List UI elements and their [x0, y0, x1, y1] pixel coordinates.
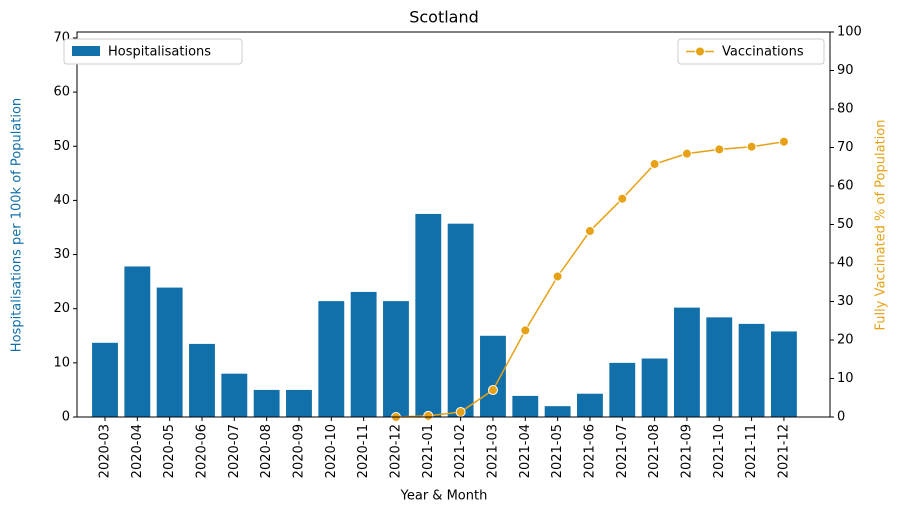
x-tick-label: 2020-03 [98, 424, 113, 478]
legend-label: Hospitalisations [108, 45, 211, 60]
x-tick-label: 2020-05 [162, 424, 177, 478]
bar [253, 389, 280, 417]
y2-tick-label: 0 [837, 410, 845, 425]
bar [770, 331, 797, 417]
legend-box [63, 38, 243, 65]
y2-tick-label: 70 [837, 140, 854, 155]
marker [681, 148, 692, 159]
x-tick-label: 2021-11 [744, 424, 759, 478]
y-tick-label: 20 [53, 301, 70, 316]
marker [423, 410, 434, 421]
x-tick-label: 2021-02 [453, 424, 468, 478]
y-tick-label: 30 [53, 247, 70, 262]
marker [714, 144, 725, 155]
x-tick-label: 2020-12 [388, 424, 403, 478]
bar [124, 266, 151, 417]
marker [487, 385, 498, 396]
y-tick-label: 60 [53, 85, 70, 100]
x-tick-label: 2021-08 [647, 424, 662, 478]
y2-tick-label: 30 [837, 294, 854, 309]
x-tick-label: 2021-12 [776, 424, 791, 478]
marker [746, 141, 757, 152]
x-tick-label: 2021-01 [421, 424, 436, 478]
marker [584, 226, 595, 237]
x-tick-label: 2021-04 [518, 424, 533, 478]
x-tick-label: 2021-05 [550, 424, 565, 478]
y2-tick-label: 50 [837, 217, 854, 232]
plot-frame [76, 31, 831, 418]
bar [221, 373, 248, 417]
bar [447, 223, 474, 417]
bar [189, 343, 215, 417]
bar [577, 393, 603, 417]
legend-swatch [72, 46, 100, 56]
y2-tick-label: 10 [837, 371, 854, 386]
marker [649, 159, 660, 170]
y2-tick-label: 80 [837, 102, 854, 117]
bar [512, 395, 539, 417]
y-tick-label: 10 [53, 355, 70, 370]
bar [92, 342, 118, 417]
bar [544, 406, 571, 417]
y2-tick-label: 90 [837, 63, 854, 78]
bar [674, 307, 700, 417]
legend-label: Vaccinations [722, 45, 804, 60]
y-tick-label: 50 [53, 139, 70, 154]
y-axis-label: Hospitalisations per 100k of Population [10, 98, 25, 352]
y2-tick-label: 60 [837, 179, 854, 194]
x-tick-label: 2020-08 [259, 424, 274, 478]
x-tick-label: 2021-06 [582, 424, 597, 478]
x-tick-label: 2020-09 [291, 424, 306, 478]
x-tick-label: 2021-09 [679, 424, 694, 478]
bar [738, 323, 765, 417]
legend-box [677, 38, 825, 65]
bar [156, 287, 183, 417]
x-tick-label: 2021-10 [712, 424, 727, 478]
bar [383, 301, 409, 417]
marker [617, 193, 628, 204]
y2-tick-label: 40 [837, 256, 854, 271]
bar [641, 358, 668, 417]
bar [609, 362, 636, 417]
x-tick-label: 2020-07 [227, 424, 242, 478]
x-tick-label: 2021-03 [485, 424, 500, 478]
chart-title: Scotland [409, 8, 479, 27]
x-tick-label: 2020-06 [194, 424, 209, 478]
y-tick-label: 40 [53, 193, 70, 208]
marker [520, 325, 531, 336]
x-tick-label: 2021-07 [615, 424, 630, 478]
bar [415, 213, 442, 417]
bar [480, 335, 506, 417]
marker [455, 406, 466, 417]
marker [778, 136, 789, 147]
bar [350, 291, 377, 417]
y2-tick-label: 20 [837, 333, 854, 348]
x-axis-label: Year & Month [400, 489, 488, 504]
bar [706, 317, 733, 417]
x-tick-label: 2020-04 [130, 424, 145, 478]
marker [552, 271, 563, 282]
bar [318, 301, 345, 417]
y-tick-label: 0 [62, 410, 70, 425]
y2-tick-label: 100 [837, 25, 862, 40]
x-tick-label: 2020-11 [356, 424, 371, 478]
x-tick-label: 2020-10 [324, 424, 339, 478]
bar [286, 389, 312, 417]
y2-axis-label: Fully Vaccinated % of Population [874, 120, 889, 331]
legend-marker [695, 46, 705, 57]
